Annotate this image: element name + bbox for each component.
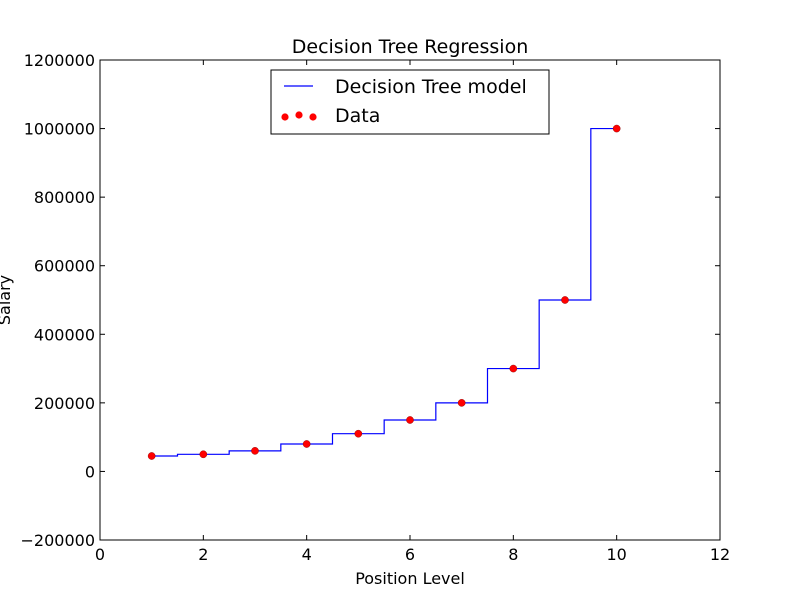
data-point <box>251 447 259 455</box>
data-point <box>147 452 156 460</box>
plot-area <box>147 124 621 460</box>
x-tick-label: 8 <box>508 545 518 564</box>
data-point <box>302 440 311 448</box>
legend-box <box>270 69 550 135</box>
y-tick-label: 800000 <box>34 188 95 207</box>
x-tick-label: 4 <box>302 545 312 564</box>
y-tick-label: 600000 <box>34 257 95 276</box>
y-tick-label: 0 <box>85 462 95 481</box>
data-point <box>457 399 466 407</box>
x-tick-label: 0 <box>95 545 105 564</box>
data-point <box>354 429 363 438</box>
chart-title: Decision Tree Regression <box>292 36 528 58</box>
x-tick-label: 2 <box>198 545 208 564</box>
data-point <box>509 364 518 373</box>
legend-dot-swatch <box>281 113 289 121</box>
data-point <box>612 124 621 133</box>
legend-dot-swatch <box>309 113 317 121</box>
data-point <box>199 450 208 459</box>
legend: Decision Tree model Data <box>270 69 550 135</box>
data-point <box>561 296 569 304</box>
data-point <box>406 416 414 424</box>
series-line-decision-tree <box>151 127 617 457</box>
y-tick-label: 400000 <box>34 325 95 344</box>
y-tick-label: 200000 <box>34 394 95 413</box>
legend-label: Data <box>335 105 380 127</box>
y-axis-label: Salary <box>0 275 14 325</box>
x-tick-label: 12 <box>710 545 730 564</box>
x-axis-label: Position Level <box>355 569 465 588</box>
y-tick-label: 1200000 <box>24 51 95 70</box>
y-tick-label: −200000 <box>21 531 95 550</box>
x-tick-label: 6 <box>405 545 415 564</box>
y-tick-label: 1000000 <box>24 120 95 139</box>
axes: 0 2 4 6 8 10 12−200000020000040000060000080000… <box>21 51 731 564</box>
x-tick-label: 10 <box>606 545 626 564</box>
legend-label: Decision Tree model <box>335 76 527 98</box>
legend-dot-swatch <box>295 111 303 119</box>
